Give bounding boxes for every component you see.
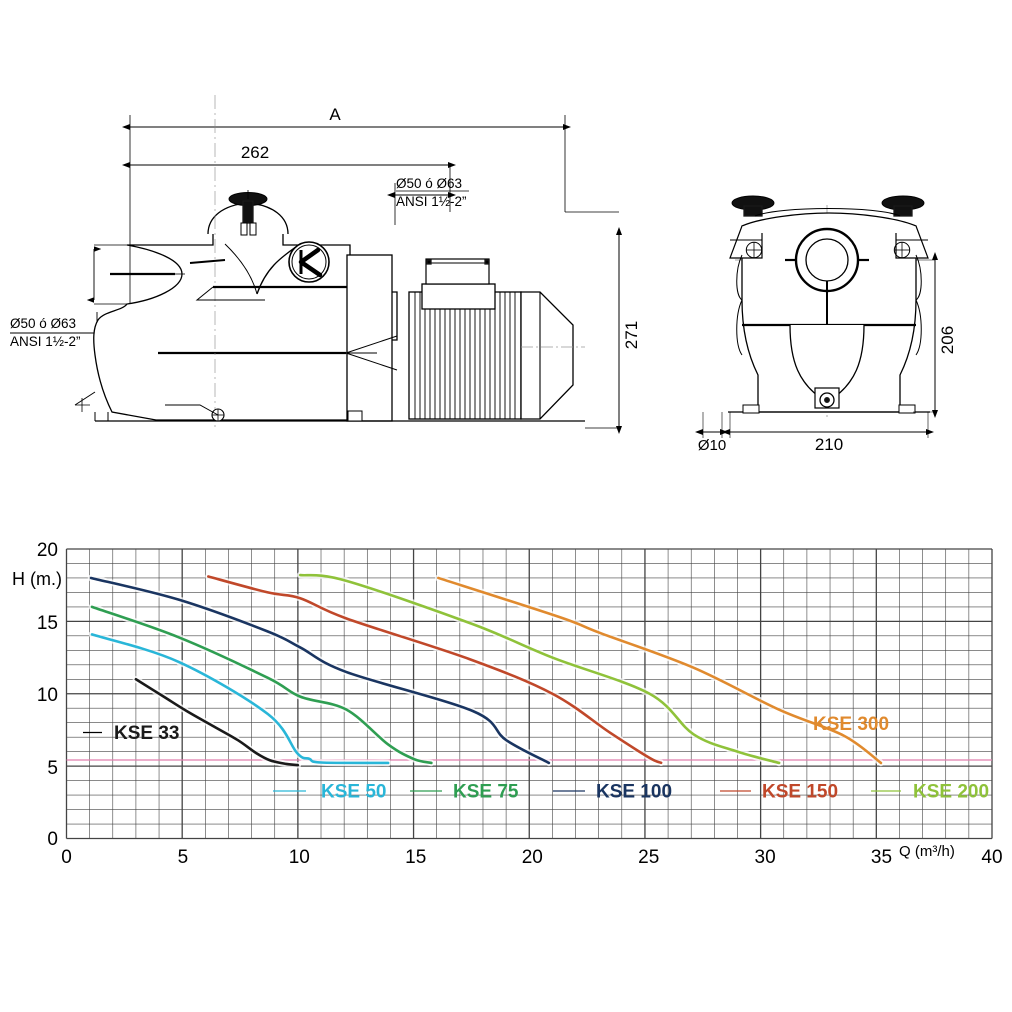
- svg-text:Ø50 ó Ø63: Ø50 ó Ø63: [10, 316, 76, 331]
- svg-text:262: 262: [241, 143, 269, 162]
- svg-text:35: 35: [871, 847, 892, 868]
- svg-text:5: 5: [47, 758, 58, 779]
- svg-text:A: A: [329, 105, 341, 124]
- svg-text:ANSI 1½-2”: ANSI 1½-2”: [10, 334, 81, 349]
- svg-text:Q (m³/h): Q (m³/h): [899, 843, 955, 860]
- svg-text:40: 40: [981, 847, 1002, 868]
- svg-text:15: 15: [405, 847, 426, 868]
- svg-text:25: 25: [638, 847, 659, 868]
- svg-text:H (m.): H (m.): [12, 569, 62, 589]
- svg-text:5: 5: [178, 847, 189, 868]
- svg-text:KSE 100: KSE 100: [596, 782, 672, 803]
- svg-text:Ø10: Ø10: [698, 437, 726, 454]
- svg-text:20: 20: [522, 847, 543, 868]
- svg-text:30: 30: [755, 847, 776, 868]
- svg-text:15: 15: [37, 613, 58, 634]
- svg-text:206: 206: [938, 326, 957, 354]
- svg-text:KSE 75: KSE 75: [453, 782, 519, 803]
- svg-text:20: 20: [37, 540, 58, 561]
- svg-text:KSE 33: KSE 33: [114, 723, 179, 744]
- svg-text:KSE 200: KSE 200: [913, 782, 989, 803]
- svg-text:10: 10: [37, 685, 58, 706]
- svg-text:KSE 300: KSE 300: [813, 714, 889, 735]
- svg-text:0: 0: [47, 829, 58, 850]
- svg-text:KSE 150: KSE 150: [762, 782, 838, 803]
- svg-text:0: 0: [61, 847, 72, 868]
- svg-text:Ø50 ó Ø63: Ø50 ó Ø63: [396, 176, 462, 191]
- svg-text:210: 210: [815, 435, 843, 454]
- svg-text:ANSI 1½-2”: ANSI 1½-2”: [396, 194, 467, 209]
- svg-text:KSE 50: KSE 50: [321, 782, 386, 803]
- svg-text:271: 271: [622, 321, 641, 349]
- svg-text:10: 10: [289, 847, 310, 868]
